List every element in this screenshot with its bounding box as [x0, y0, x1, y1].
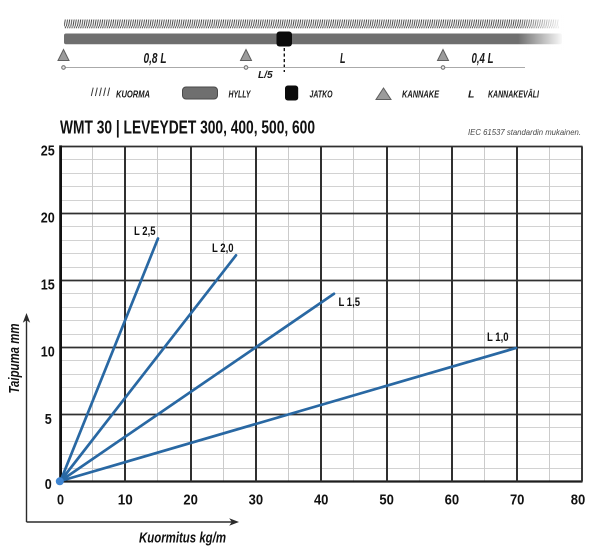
svg-text:10: 10 [41, 345, 55, 361]
svg-text:0,8 L: 0,8 L [144, 51, 167, 67]
svg-text:0: 0 [57, 493, 64, 509]
svg-text:L 1,5: L 1,5 [339, 297, 361, 309]
svg-text:L 2,0: L 2,0 [212, 243, 234, 255]
svg-text:KUORMA: KUORMA [116, 89, 150, 101]
svg-text:25: 25 [41, 143, 55, 159]
svg-text:L: L [468, 89, 474, 101]
svg-text:L 2,5: L 2,5 [134, 226, 156, 238]
svg-text:Taipuma mm: Taipuma mm [6, 324, 23, 394]
svg-text:WMT 30 | LEVEYDET 300, 400, 50: WMT 30 | LEVEYDET 300, 400, 500, 600 [60, 118, 315, 138]
svg-text:IEC 61537 standardin mukainen.: IEC 61537 standardin mukainen. [468, 128, 581, 137]
svg-text:20: 20 [41, 210, 55, 226]
svg-text:50: 50 [379, 493, 394, 509]
svg-text:KANNAKE: KANNAKE [402, 89, 440, 101]
svg-text:0: 0 [45, 477, 52, 493]
svg-text:HYLLY: HYLLY [229, 89, 252, 101]
svg-text:L 1,0: L 1,0 [487, 332, 509, 344]
svg-text:60: 60 [445, 493, 460, 509]
svg-text:L: L [340, 51, 346, 67]
svg-text:10: 10 [118, 493, 133, 509]
svg-text:L/5: L/5 [258, 70, 273, 81]
svg-text:Kuormitus kg/m: Kuormitus kg/m [139, 530, 226, 547]
svg-text:20: 20 [183, 493, 198, 509]
svg-text:70: 70 [510, 493, 525, 509]
svg-text:15: 15 [41, 277, 55, 293]
svg-text:80: 80 [571, 493, 586, 509]
svg-text:KANNAKEVÄLI: KANNAKEVÄLI [488, 88, 540, 101]
svg-text:0,4 L: 0,4 L [472, 51, 494, 67]
svg-text:40: 40 [314, 493, 329, 509]
svg-text:30: 30 [249, 493, 264, 509]
svg-text:5: 5 [45, 412, 52, 428]
svg-text:JATKO: JATKO [310, 89, 333, 101]
